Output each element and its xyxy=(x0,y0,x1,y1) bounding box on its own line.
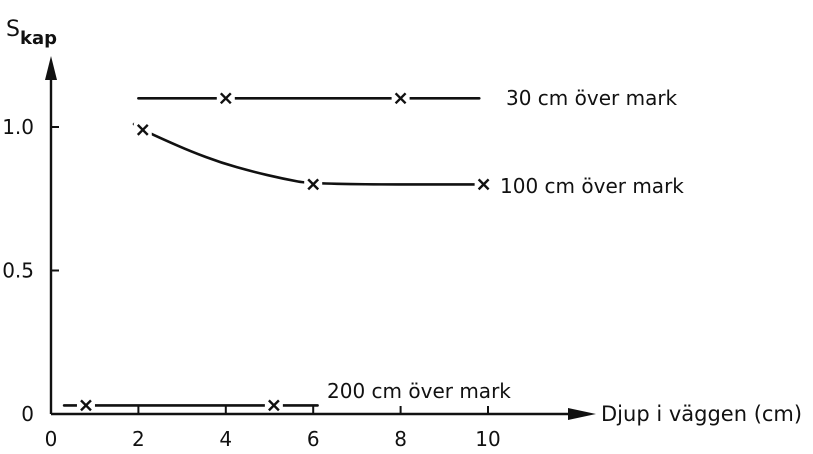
y-axis-title: Skap xyxy=(6,17,57,49)
series-layer xyxy=(62,91,493,413)
y-tick-label: 1.0 xyxy=(2,115,34,139)
series-line-1 xyxy=(132,122,485,186)
y-axis-title-main: S xyxy=(6,17,20,42)
x-tick-label: 8 xyxy=(394,427,407,451)
y-axis-title-sub: kap xyxy=(20,28,57,49)
data-point-x-marker xyxy=(264,398,283,413)
x-tick-label: 10 xyxy=(475,427,500,451)
data-point-x-marker xyxy=(474,177,493,192)
ticks-layer: 0 2 4 6 8 10 0 0.5 1.0 xyxy=(2,115,501,451)
x-tick-label: 2 xyxy=(132,427,145,451)
y-tick-label: 0 xyxy=(21,402,34,426)
data-point-x-marker xyxy=(216,91,235,106)
x-axis-title: Djup i väggen (cm) xyxy=(601,402,802,426)
data-point-x-marker xyxy=(76,398,95,413)
x-axis-arrowhead xyxy=(568,408,596,420)
x-tick-label: 0 xyxy=(45,427,58,451)
y-axis-arrowhead xyxy=(45,56,57,80)
x-tick-label: 4 xyxy=(219,427,232,451)
data-point-x-marker xyxy=(304,177,323,192)
data-point-x-marker xyxy=(391,91,410,106)
series-label-200cm: 200 cm över mark xyxy=(327,379,511,403)
y-tick-label: 0.5 xyxy=(2,259,34,283)
data-point-x-marker xyxy=(133,122,152,137)
series-label-30cm: 30 cm över mark xyxy=(506,86,678,110)
x-tick-label: 6 xyxy=(307,427,320,451)
series-label-100cm: 100 cm över mark xyxy=(500,174,684,198)
